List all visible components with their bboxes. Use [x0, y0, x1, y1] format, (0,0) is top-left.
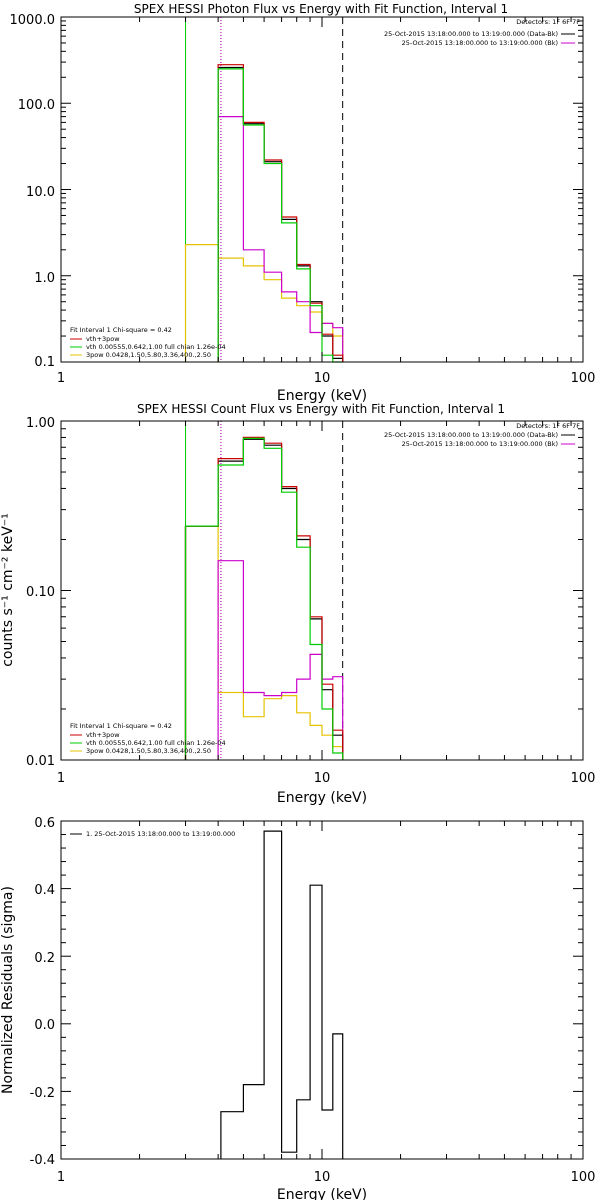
- photon-legend-entry: vth 0.00555,0.642,1.00 full chian 1.26e-…: [86, 343, 226, 351]
- photon-x-tick-label: 1: [57, 371, 65, 386]
- residuals-ticks: [60, 820, 583, 1160]
- photon-x-axis-label: Energy (keV): [277, 388, 367, 404]
- residuals-marks: [220, 830, 344, 1159]
- photon-y-tick-label: 0.1: [34, 355, 55, 370]
- residuals-y-tick-label: -0.2: [30, 1086, 55, 1101]
- residuals-x-axis-label: Energy (keV): [277, 1187, 367, 1200]
- residuals-panel: 1 10 100 -0.4 -0.2 0.0 0.2 0.4 0.6 Energ…: [0, 816, 595, 1200]
- count-flux-marks: [184, 421, 344, 760]
- photon-y-tick-label: 10.0: [26, 185, 55, 200]
- count-legend-entry: vth 0.00555,0.642,1.00 full chian 1.26e-…: [86, 739, 226, 747]
- count-bk-interval-info: 25-Oct-2015 13:18:00.000 to 13:19:00.000…: [402, 440, 558, 448]
- photon-y-tick-label: 100.0: [18, 98, 55, 113]
- photon-data-interval-info: 25-Oct-2015 13:18:00.000 to 13:19:00.000…: [384, 30, 558, 38]
- residuals-y-axis-label: Normalized Residuals (sigma): [0, 886, 16, 1094]
- photon-flux-ticks: [60, 17, 583, 363]
- residuals-y-tick-label: 0.0: [34, 1018, 55, 1033]
- series-line: [184, 438, 344, 760]
- residuals-y-tick-label: 0.4: [34, 883, 55, 898]
- photon-legend-entry: vth+3pow: [86, 335, 120, 343]
- photon-legend-entry: 3pow 0.0428,1.50,5.80,3.36,400.,2.50: [86, 351, 211, 359]
- count-legend-entry: vth+3pow: [86, 731, 120, 739]
- series-line: [184, 525, 344, 760]
- photon-y-tick-label: 1.0: [34, 271, 55, 286]
- series-line: [220, 830, 344, 1159]
- count-y-tick-label: 1.00: [26, 416, 55, 431]
- count-x-tick-label: 1: [57, 771, 65, 786]
- series-line: [184, 436, 344, 760]
- residuals-x-tick-label: 10: [314, 1170, 331, 1185]
- series-line: [217, 64, 344, 362]
- photon-flux-marks: [184, 17, 344, 363]
- residuals-y-tick-label: -0.4: [30, 1153, 55, 1168]
- photon-flux-panel: SPEX HESSI Photon Flux vs Energy with Fi…: [10, 2, 596, 404]
- series-line: [217, 66, 344, 362]
- photon-x-tick-label: 100: [571, 371, 596, 386]
- series-line: [217, 68, 343, 363]
- photon-x-tick-label: 10: [314, 371, 331, 386]
- count-fit-info: Fit Interval 1 Chi-square = 0.42: [70, 722, 172, 730]
- photon-flux-title: SPEX HESSI Photon Flux vs Energy with Fi…: [134, 2, 508, 16]
- residuals-x-tick-label: 100: [571, 1170, 596, 1185]
- count-legend-entry: 3pow 0.0428,1.50,5.80,3.36,400.,2.50: [86, 747, 211, 755]
- count-y-tick-label: 0.01: [26, 754, 55, 769]
- residuals-legend-entry: 1. 25-Oct-2015 13:18:00.000 to 13:19:00.…: [86, 830, 235, 838]
- count-data-interval-info: 25-Oct-2015 13:18:00.000 to 13:19:00.000…: [384, 431, 558, 439]
- photon-fit-info: Fit Interval 1 Chi-square = 0.42: [70, 326, 172, 334]
- count-x-axis-label: Energy (keV): [277, 790, 367, 806]
- series-line: [217, 560, 344, 760]
- count-flux-title: SPEX HESSI Count Flux vs Energy with Fit…: [137, 402, 505, 416]
- count-x-tick-label: 10: [314, 771, 331, 786]
- photon-bk-interval-info: 25-Oct-2015 13:18:00.000 to 13:19:00.000…: [402, 39, 558, 47]
- count-flux-ticks: [60, 421, 583, 761]
- series-line: [217, 116, 344, 362]
- photon-detectors-info: Detectors: 1F 6F 7F: [516, 18, 580, 26]
- residuals-y-tick-label: 0.2: [34, 951, 55, 966]
- residuals-x-tick-label: 1: [57, 1170, 65, 1185]
- count-flux-panel: SPEX HESSI Count Flux vs Energy with Fit…: [0, 402, 595, 806]
- count-x-tick-label: 100: [571, 771, 596, 786]
- photon-y-tick-label: 1000.0: [10, 13, 56, 28]
- count-detectors-info: Detectors: 1F 6F 7F: [516, 422, 580, 430]
- series-line: [184, 437, 344, 760]
- count-y-tick-label: 0.10: [26, 585, 55, 600]
- residuals-y-tick-label: 0.6: [34, 816, 55, 831]
- count-y-axis-label: counts s⁻¹ cm⁻² keV⁻¹: [0, 513, 16, 667]
